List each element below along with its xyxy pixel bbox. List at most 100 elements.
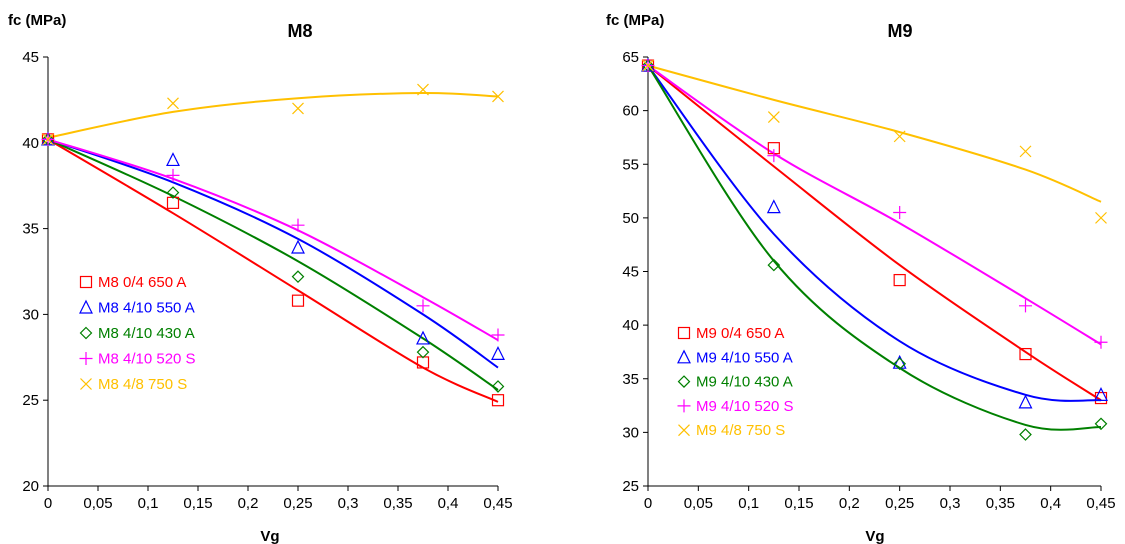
y-tick-label: 25: [622, 478, 639, 495]
x-tick-label: 0,4: [1040, 495, 1061, 512]
data-point: [167, 97, 179, 110]
x-tick-label: 0,15: [784, 495, 813, 512]
y-tick-label: 60: [622, 103, 639, 120]
legend-marker: [677, 349, 691, 364]
y-tick-label: 20: [22, 478, 39, 495]
y-tick-label: 35: [622, 371, 639, 388]
data-point: [291, 218, 305, 232]
x-tick-label: 0,15: [183, 495, 212, 512]
x-tick-label: 0,2: [839, 495, 860, 512]
y-tick-label: 25: [22, 392, 39, 409]
x-tick-label: 0,35: [986, 495, 1015, 512]
data-point: [491, 380, 505, 393]
y-axis-title: fc (MPa): [606, 12, 664, 29]
data-point: [1094, 417, 1108, 431]
data-point: [166, 152, 180, 167]
legend-marker: [79, 275, 93, 289]
y-tick-label: 30: [622, 424, 639, 441]
x-tick-label: 0,05: [83, 495, 112, 512]
x-axis-title: Vg: [865, 528, 884, 544]
data-point: [1019, 428, 1032, 441]
x-axis-title: Vg: [260, 528, 279, 544]
data-point: [291, 294, 305, 307]
x-tick-label: 0,1: [738, 495, 759, 512]
trend-line: [47, 138, 499, 391]
legend-marker: [79, 352, 93, 365]
trend-line: [47, 91, 499, 139]
trend-line: [647, 64, 1102, 203]
legend-label: M9 4/8 750 S: [696, 422, 785, 439]
data-point: [893, 357, 907, 371]
trend-line: [647, 65, 1102, 431]
data-point: [767, 111, 780, 123]
data-point: [491, 346, 505, 360]
legend-label: M8 0/4 650 A: [98, 274, 186, 291]
y-tick-label: 55: [622, 156, 639, 173]
data-point: [1095, 211, 1107, 224]
x-tick-label: 0,1: [138, 495, 159, 512]
legend-label: M9 4/10 520 S: [696, 398, 794, 415]
data-point: [491, 328, 505, 342]
data-point: [893, 130, 906, 143]
data-point: [166, 196, 180, 209]
trend-line: [47, 138, 499, 403]
trend-line: [47, 138, 499, 369]
y-tick-label: 30: [22, 306, 39, 323]
trend-line: [647, 64, 1102, 402]
y-tick-label: 35: [22, 221, 39, 238]
trend-line: [647, 64, 1102, 346]
y-tick-label: 50: [622, 210, 639, 227]
chart-title: M9: [887, 21, 912, 41]
x-tick-label: 0,2: [238, 495, 259, 512]
data-point: [417, 83, 429, 96]
data-point: [416, 345, 430, 359]
y-tick-label: 45: [22, 49, 39, 66]
data-point: [42, 133, 54, 146]
data-point: [1094, 386, 1108, 401]
legend-label: M8 4/10 430 A: [98, 325, 195, 342]
data-point: [893, 206, 907, 220]
legend-label: M8 4/10 520 S: [98, 351, 196, 368]
data-point: [1018, 394, 1033, 409]
y-tick-label: 40: [22, 135, 39, 152]
x-tick-label: 0: [644, 495, 652, 512]
y-tick-label: 65: [622, 49, 639, 66]
y-axis-title: fc (MPa): [8, 12, 66, 29]
x-tick-label: 0,3: [940, 495, 961, 512]
data-point: [416, 299, 430, 313]
trend-line: [647, 65, 1102, 402]
legend-marker: [677, 326, 691, 340]
data-point: [292, 102, 304, 115]
legend-marker: [79, 299, 93, 314]
data-point: [1019, 347, 1032, 361]
data-point: [291, 239, 305, 254]
data-point: [416, 330, 430, 345]
data-point: [766, 199, 781, 214]
data-point: [492, 90, 504, 103]
x-tick-label: 0,25: [283, 495, 312, 512]
data-point: [166, 168, 180, 182]
data-point: [166, 186, 180, 199]
x-tick-label: 0,25: [885, 495, 914, 512]
legend-marker: [677, 399, 691, 413]
data-point: [642, 59, 654, 72]
legend-marker: [677, 375, 691, 388]
data-point: [1019, 145, 1032, 158]
chart-title: M8: [287, 21, 312, 41]
data-point: [291, 270, 305, 283]
data-point: [1019, 299, 1032, 313]
x-tick-label: 0,35: [383, 495, 412, 512]
legend-marker: [80, 378, 92, 390]
x-tick-label: 0,05: [684, 495, 713, 512]
x-tick-label: 0,4: [438, 495, 459, 512]
y-tick-label: 40: [622, 317, 639, 334]
legend-label: M8 4/8 750 S: [98, 376, 187, 393]
chart-m8: fc (MPa) M8 Vg 20 25 30 35 40 45 0 0,05 0,1 0,15 0…: [8, 12, 513, 544]
data-point: [893, 273, 906, 287]
data-point: [767, 149, 781, 163]
x-tick-label: 0,45: [483, 495, 512, 512]
legend-label: M8 4/10 550 A: [98, 300, 195, 317]
data-point: [1094, 335, 1108, 349]
legend-label: M9 0/4 650 A: [696, 325, 784, 342]
